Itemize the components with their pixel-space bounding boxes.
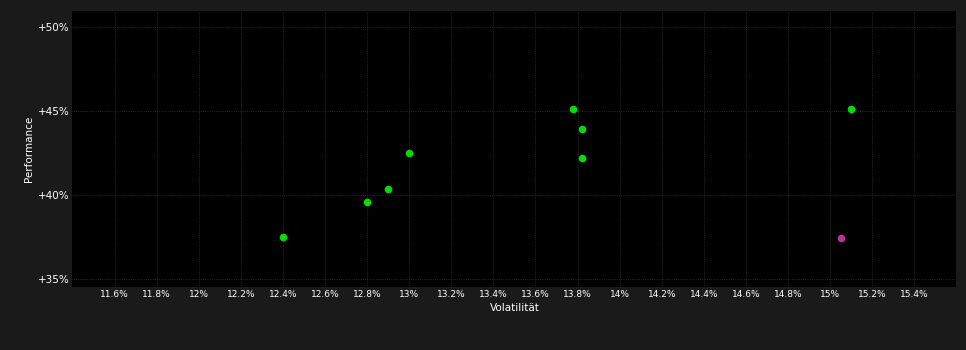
Point: [574, 127, 589, 132]
Point: [833, 236, 848, 241]
Point: [565, 106, 581, 112]
Y-axis label: Performance: Performance: [24, 116, 34, 182]
Point: [402, 150, 417, 156]
Point: [843, 106, 859, 112]
Point: [381, 186, 396, 192]
Point: [359, 199, 375, 204]
Point: [574, 155, 589, 161]
X-axis label: Volatilität: Volatilität: [490, 303, 539, 313]
Point: [275, 234, 291, 239]
